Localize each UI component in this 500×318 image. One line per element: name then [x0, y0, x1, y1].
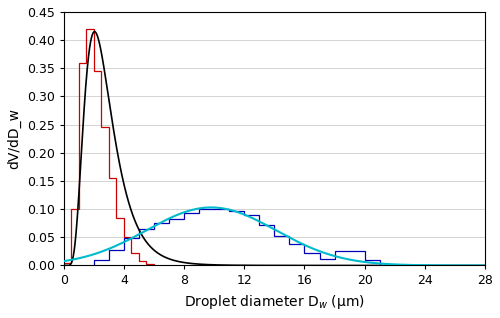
Y-axis label: dV/dD_w: dV/dD_w [7, 108, 21, 169]
X-axis label: Droplet diameter D$_w$ (μm): Droplet diameter D$_w$ (μm) [184, 293, 365, 311]
